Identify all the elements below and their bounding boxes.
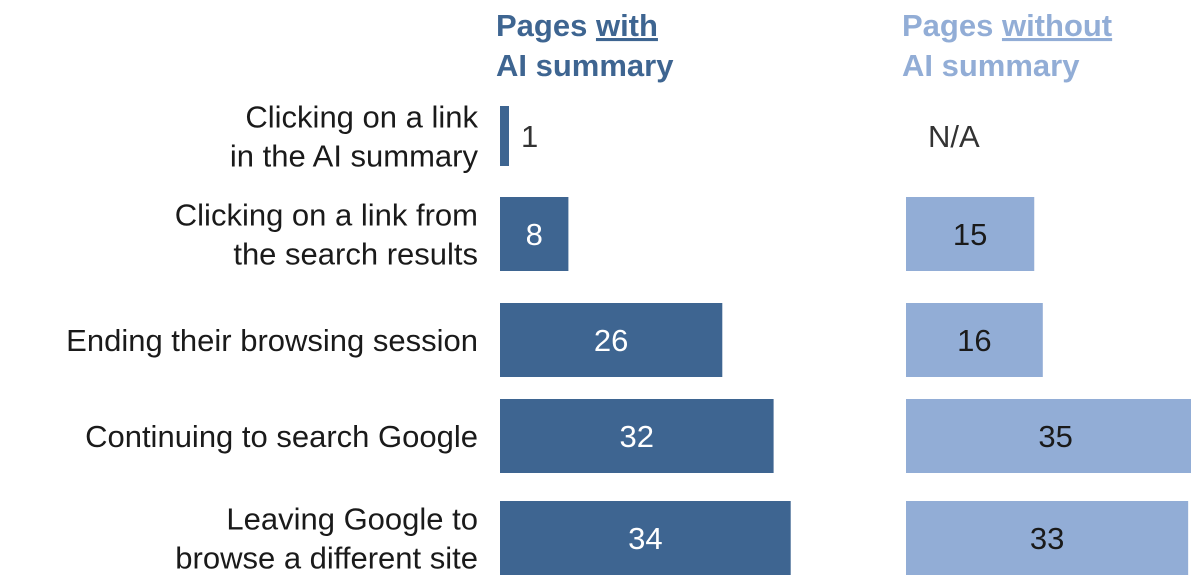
category-label-2: Ending their browsing session <box>66 323 478 358</box>
bar-p1-r3 <box>906 399 1191 473</box>
value-label-p0-r4: 34 <box>628 521 662 556</box>
bar-p1-r2 <box>906 303 1043 377</box>
value-label-p1-r0: N/A <box>928 119 980 154</box>
value-label-p0-r1: 8 <box>526 217 543 252</box>
category-label-0: Clicking on a link in the AI summary <box>230 100 479 174</box>
bar-p0-r3 <box>500 399 774 473</box>
value-label-p1-r4: 33 <box>1030 521 1064 556</box>
panel-header-1-line-0-part-1: without <box>1001 8 1112 43</box>
panel-headers: Pages with AI summary Pages without AI summ… <box>496 8 1112 83</box>
category-label-3-line-0: Continuing to search Google <box>85 419 478 454</box>
panel-header-1-line-0-part-0: Pages <box>902 8 1002 43</box>
category-label-1: Clicking on a link from the search result… <box>175 198 478 272</box>
category-label-3: Continuing to search Google <box>85 419 478 454</box>
bar-p0-r4 <box>500 501 791 575</box>
category-label-1-line-1: the search results <box>233 237 478 272</box>
bar-p0-r1 <box>500 197 569 271</box>
category-labels: Clicking on a link in the AI summaryClick… <box>66 100 478 576</box>
value-label-p1-r1: 15 <box>953 217 987 252</box>
value-labels: 1 8 26 32 34 N/A 15 16 35 33 <box>521 119 1073 556</box>
bar-p0-r2 <box>500 303 723 377</box>
value-label-p1-r3: 35 <box>1038 419 1072 454</box>
bar-p0-r0 <box>500 106 509 166</box>
value-label-p0-r3: 32 <box>620 419 654 454</box>
panel-header-1-line-1-part-0: AI summary <box>902 48 1080 83</box>
category-label-4-line-1: browse a different site <box>175 541 478 576</box>
panel-header-0: Pages with AI summary <box>496 8 674 83</box>
value-label-p0-r0: 1 <box>521 119 538 154</box>
panel-header-0-line-0-part-1: with <box>595 8 658 43</box>
panel-header-1: Pages without AI summary <box>902 8 1112 83</box>
category-label-0-line-0: Clicking on a link <box>245 100 478 135</box>
category-label-4-line-0: Leaving Google to <box>226 502 478 537</box>
value-label-p1-r2: 16 <box>957 323 991 358</box>
panel-header-0-line-0-part-0: Pages <box>496 8 596 43</box>
category-label-1-line-0: Clicking on a link from <box>175 198 478 233</box>
bar-p1-r1 <box>906 197 1035 271</box>
category-label-4: Leaving Google to browse a different site <box>175 502 478 576</box>
value-label-p0-r2: 26 <box>594 323 628 358</box>
panel-header-0-line-1-part-0: AI summary <box>496 48 674 83</box>
category-label-2-line-0: Ending their browsing session <box>66 323 478 358</box>
category-label-0-line-1: in the AI summary <box>230 139 479 174</box>
bar-p1-r4 <box>906 501 1189 575</box>
bars <box>500 106 1191 575</box>
